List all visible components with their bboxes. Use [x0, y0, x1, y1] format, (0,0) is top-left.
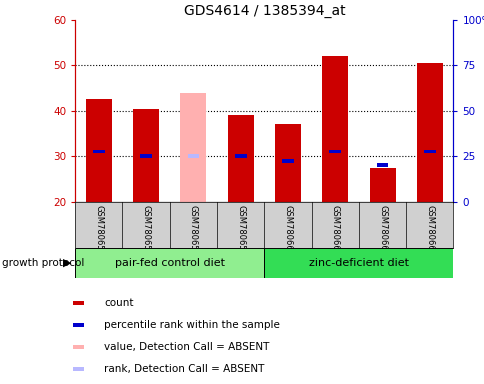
Text: rank, Detection Call = ABSENT: rank, Detection Call = ABSENT [104, 364, 264, 374]
Bar [234, 154, 246, 158]
Text: GSM780656: GSM780656 [94, 205, 103, 256]
Text: GSM780661: GSM780661 [330, 205, 339, 256]
Title: GDS4614 / 1385394_at: GDS4614 / 1385394_at [183, 3, 345, 18]
Text: GSM780659: GSM780659 [236, 205, 245, 256]
Text: percentile rank within the sample: percentile rank within the sample [104, 320, 280, 330]
Bar [73, 345, 84, 349]
Text: ▶: ▶ [62, 258, 71, 268]
Bar [93, 150, 105, 154]
Bar [180, 93, 206, 202]
Bar [416, 63, 442, 202]
Bar [86, 99, 112, 202]
Text: GSM780658: GSM780658 [188, 205, 197, 256]
Text: zinc-deficient diet: zinc-deficient diet [308, 258, 408, 268]
Text: pair-fed control diet: pair-fed control diet [115, 258, 224, 268]
Bar [423, 150, 435, 154]
Bar [376, 164, 388, 167]
Bar [75, 248, 264, 278]
Text: GSM780657: GSM780657 [141, 205, 151, 256]
Bar [264, 248, 453, 278]
Bar [274, 124, 301, 202]
Text: GSM780660: GSM780660 [283, 205, 292, 256]
Bar [73, 367, 84, 371]
Text: GSM780663: GSM780663 [424, 205, 434, 257]
Bar [227, 115, 253, 202]
Bar [73, 301, 84, 305]
Bar [369, 167, 395, 202]
Bar [329, 150, 340, 154]
Bar [282, 159, 293, 162]
Text: value, Detection Call = ABSENT: value, Detection Call = ABSENT [104, 342, 269, 352]
Bar [73, 323, 84, 327]
Text: growth protocol: growth protocol [2, 258, 85, 268]
Bar [187, 154, 199, 158]
Text: count: count [104, 298, 134, 308]
Bar [133, 109, 159, 202]
Bar [321, 56, 348, 202]
Text: GSM780662: GSM780662 [377, 205, 386, 256]
Bar [140, 154, 151, 158]
